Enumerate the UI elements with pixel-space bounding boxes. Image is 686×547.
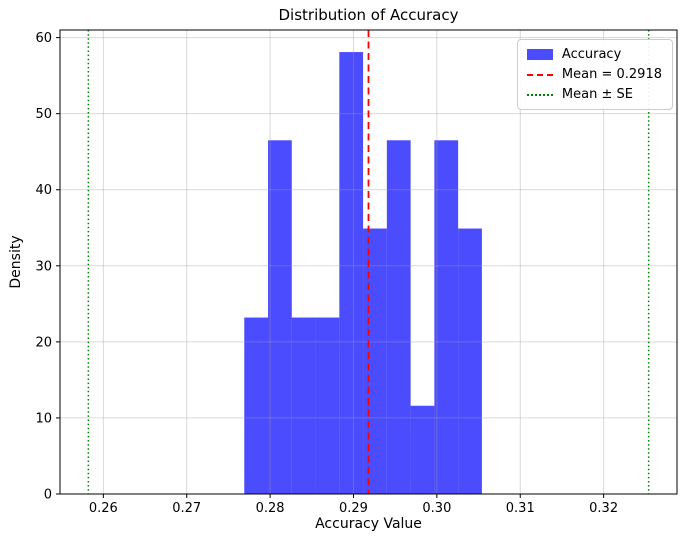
x-tick-label: 0.27 [172,501,201,516]
legend-label-mean: Mean = 0.2918 [561,67,662,82]
plot-border [59,29,678,495]
histogram-bar [386,140,411,494]
histogram-bar [410,405,435,494]
legend: Accuracy Mean = 0.2918 Mean ± SE [516,39,673,110]
y-tick-label: 20 [35,335,52,350]
y-tick-label: 0 [44,488,52,503]
y-tick-label: 30 [35,259,52,274]
x-axis-label: Accuracy Value [315,516,422,532]
se-dotted-line-icon [526,93,553,96]
histogram-bar [268,140,292,494]
x-tick-label: 0.29 [339,501,368,516]
x-tick-label: 0.30 [422,501,451,516]
legend-item-se: Mean ± SE [526,87,662,102]
y-tick-label: 10 [35,411,52,426]
y-tick-label: 40 [35,183,52,198]
x-tick-label: 0.32 [589,501,618,516]
histogram-bar [244,317,269,494]
histogram-bar [458,228,482,495]
accuracy-patch-icon [526,49,553,60]
y-axis-label: Density [8,235,24,289]
x-tick-label: 0.26 [89,501,118,516]
y-tick-label: 60 [35,31,52,46]
histogram-bar [291,317,316,494]
mean-dashed-line-icon [526,73,553,76]
x-tick-label: 0.28 [256,501,285,516]
x-tick-label: 0.31 [506,501,535,516]
y-tick-label: 50 [35,107,52,122]
histogram-bar [363,228,387,495]
histogram-bar [339,52,364,494]
chart-title: Distribution of Accuracy [278,6,459,24]
histogram-bar [434,140,459,494]
legend-item-mean: Mean = 0.2918 [526,67,662,82]
histogram-bar [315,317,340,494]
legend-label-se: Mean ± SE [561,87,633,102]
legend-label-accuracy: Accuracy [561,47,622,62]
legend-item-accuracy: Accuracy [526,47,662,62]
